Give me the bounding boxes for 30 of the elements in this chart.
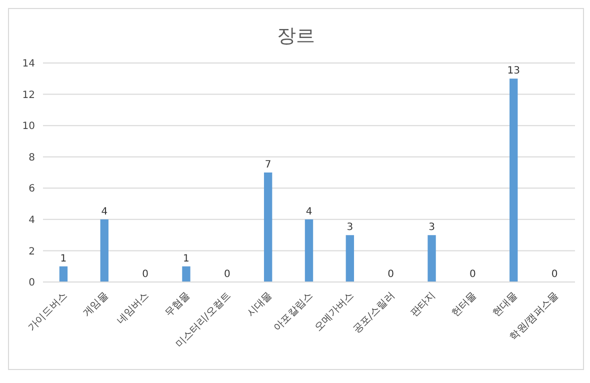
data-label: 1 bbox=[183, 253, 190, 264]
y-tick-label: 4 bbox=[28, 214, 35, 226]
data-label: 0 bbox=[224, 269, 230, 280]
y-tick-label: 12 bbox=[22, 90, 35, 101]
data-label: 4 bbox=[306, 206, 312, 218]
y-tick-label: 2 bbox=[28, 246, 35, 258]
bar bbox=[510, 78, 518, 282]
bar bbox=[346, 235, 354, 282]
data-label: 1 bbox=[60, 253, 67, 264]
bar bbox=[264, 172, 272, 282]
y-tick-label: 10 bbox=[22, 121, 35, 132]
data-label: 0 bbox=[388, 269, 394, 280]
y-tick-label: 0 bbox=[28, 278, 35, 289]
y-tick-label: 6 bbox=[28, 184, 35, 195]
data-label: 0 bbox=[142, 269, 148, 280]
bar bbox=[304, 219, 314, 282]
chart-title: 장르 bbox=[276, 24, 316, 49]
y-tick-label: 8 bbox=[28, 152, 35, 164]
data-label: 4 bbox=[101, 206, 108, 218]
bar bbox=[59, 266, 68, 282]
bar bbox=[182, 266, 190, 282]
data-label: 3 bbox=[346, 222, 354, 234]
y-tick-label: 14 bbox=[22, 58, 35, 70]
data-label: 13 bbox=[507, 66, 520, 77]
data-label: 3 bbox=[428, 222, 435, 234]
bar bbox=[428, 235, 436, 282]
bar bbox=[100, 219, 108, 282]
data-label: 0 bbox=[470, 269, 476, 280]
data-label: 7 bbox=[264, 160, 272, 170]
data-label: 0 bbox=[551, 269, 558, 280]
